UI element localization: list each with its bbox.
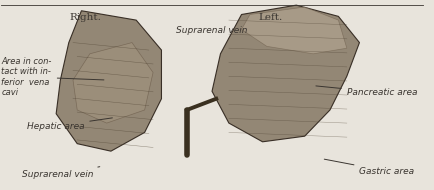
- Text: Suprarenal vein: Suprarenal vein: [176, 26, 248, 35]
- Polygon shape: [73, 43, 153, 123]
- Text: Area in con-
tact with in-
ferior  vena
cavi: Area in con- tact with in- ferior vena c…: [1, 57, 104, 97]
- Text: Right.: Right.: [70, 13, 102, 22]
- Polygon shape: [212, 5, 359, 142]
- Text: Hepatic area: Hepatic area: [26, 118, 112, 131]
- Polygon shape: [241, 7, 347, 54]
- Text: Suprarenal vein: Suprarenal vein: [23, 167, 100, 179]
- Text: Pancreatic area: Pancreatic area: [316, 86, 418, 97]
- Text: Gastric area: Gastric area: [324, 159, 414, 176]
- Polygon shape: [56, 11, 161, 151]
- Text: Left.: Left.: [259, 13, 283, 22]
